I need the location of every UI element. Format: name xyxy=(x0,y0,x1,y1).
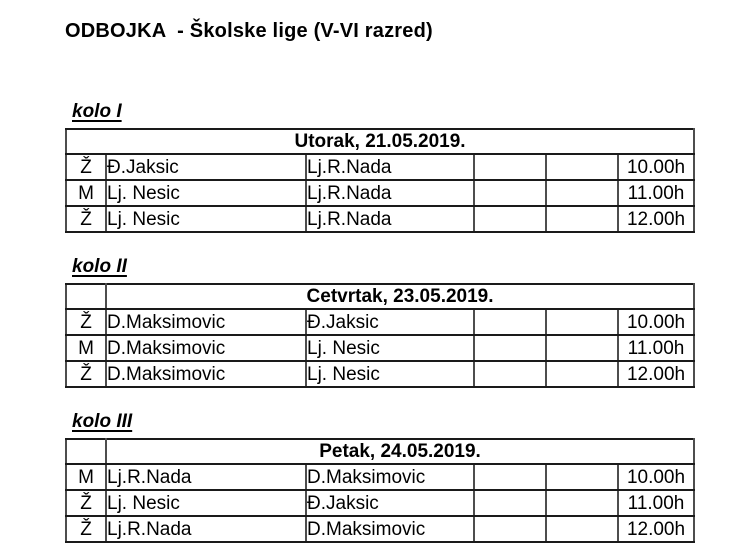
match-row: Ž Đ.Jaksic Lj.R.Nada 10.00h xyxy=(65,153,696,181)
empty-cell xyxy=(545,153,619,181)
empty-cell xyxy=(473,515,547,543)
category-cell: Ž xyxy=(65,360,107,388)
match-date: Petak, 24.05.2019. xyxy=(104,438,696,465)
match-row: M Lj.R.Nada D.Maksimovic 10.00h xyxy=(65,463,696,491)
date-row: Cetvrtak, 23.05.2019. xyxy=(65,283,696,310)
empty-cell xyxy=(545,360,619,388)
team1-cell: D.Maksimovic xyxy=(105,334,307,362)
team1-cell: Lj.R.Nada xyxy=(105,463,307,491)
time-cell: 10.00h xyxy=(616,308,696,336)
round-heading-3: kolo III xyxy=(72,411,133,432)
match-date: Utorak, 21.05.2019. xyxy=(64,128,696,155)
team2-cell: D.Maksimovic xyxy=(305,463,475,491)
team2-cell: Đ.Jaksic xyxy=(305,308,475,336)
round-heading-2: kolo II xyxy=(72,256,127,277)
round-section-2: kolo II Cetvrtak, 23.05.2019. Ž D.Maksim… xyxy=(65,257,745,388)
category-cell: Ž xyxy=(65,153,107,181)
team1-cell: Lj.R.Nada xyxy=(105,515,307,543)
category-cell: M xyxy=(65,179,107,207)
match-date: Cetvrtak, 23.05.2019. xyxy=(104,283,696,310)
category-cell: Ž xyxy=(65,308,107,336)
team2-cell: D.Maksimovic xyxy=(305,515,475,543)
time-cell: 10.00h xyxy=(616,153,696,181)
empty-cell xyxy=(473,179,547,207)
empty-cell xyxy=(473,334,547,362)
team2-cell: Lj. Nesic xyxy=(305,334,475,362)
time-cell: 12.00h xyxy=(616,360,696,388)
team2-cell: Lj.R.Nada xyxy=(305,179,475,207)
empty-cell xyxy=(473,153,547,181)
empty-cell xyxy=(473,308,547,336)
match-row: Ž Lj. Nesic Đ.Jaksic 11.00h xyxy=(65,489,696,517)
round-section-1: kolo I Utorak, 21.05.2019. Ž Đ.Jaksic Lj… xyxy=(64,101,745,233)
time-cell: 10.00h xyxy=(616,463,696,491)
empty-cell xyxy=(473,489,547,517)
empty-cell xyxy=(473,360,547,388)
category-cell: Ž xyxy=(65,515,107,543)
empty-cell xyxy=(545,179,619,207)
round-section-3: kolo III Petak, 24.05.2019. M Lj.R.Nada … xyxy=(65,412,745,543)
empty-cell xyxy=(545,489,619,517)
schedule-table-2: Cetvrtak, 23.05.2019. Ž D.Maksimovic Đ.J… xyxy=(65,283,696,388)
date-row: Petak, 24.05.2019. xyxy=(65,438,696,465)
schedule-table-3: Petak, 24.05.2019. M Lj.R.Nada D.Maksimo… xyxy=(65,438,696,543)
time-cell: 12.00h xyxy=(616,205,696,233)
match-row: Ž D.Maksimovic Lj. Nesic 12.00h xyxy=(65,360,696,388)
category-cell: M xyxy=(65,463,107,491)
time-cell: 12.00h xyxy=(616,515,696,543)
team1-cell: D.Maksimovic xyxy=(105,308,307,336)
date-row: Utorak, 21.05.2019. xyxy=(64,128,696,155)
team1-cell: Lj. Nesic xyxy=(105,205,307,233)
category-cell: M xyxy=(65,334,107,362)
page-title: ODBOJKA - Školske lige (V-VI razred) xyxy=(65,20,433,42)
empty-cell xyxy=(65,283,107,310)
match-row: Ž D.Maksimovic Đ.Jaksic 10.00h xyxy=(65,308,696,336)
category-cell: Ž xyxy=(65,489,107,517)
empty-cell xyxy=(545,334,619,362)
team2-cell: Đ.Jaksic xyxy=(305,489,475,517)
team2-cell: Lj.R.Nada xyxy=(305,153,475,181)
empty-cell xyxy=(473,205,547,233)
schedule-table-1: Utorak, 21.05.2019. Ž Đ.Jaksic Lj.R.Nada… xyxy=(64,128,696,233)
round-heading-1: kolo I xyxy=(72,101,122,122)
match-row: M Lj. Nesic Lj.R.Nada 11.00h xyxy=(65,179,696,207)
team2-cell: Lj. Nesic xyxy=(305,360,475,388)
team1-cell: D.Maksimovic xyxy=(105,360,307,388)
empty-cell xyxy=(473,463,547,491)
match-row: Ž Lj.R.Nada D.Maksimovic 12.00h xyxy=(65,515,696,543)
empty-cell xyxy=(65,438,107,465)
empty-cell xyxy=(545,515,619,543)
empty-cell xyxy=(545,205,619,233)
team1-cell: Lj. Nesic xyxy=(105,489,307,517)
empty-cell xyxy=(545,463,619,491)
time-cell: 11.00h xyxy=(616,489,696,517)
team2-cell: Lj.R.Nada xyxy=(305,205,475,233)
team1-cell: Đ.Jaksic xyxy=(105,153,307,181)
time-cell: 11.00h xyxy=(616,334,696,362)
team1-cell: Lj. Nesic xyxy=(105,179,307,207)
time-cell: 11.00h xyxy=(616,179,696,207)
match-row: M D.Maksimovic Lj. Nesic 11.00h xyxy=(65,334,696,362)
category-cell: Ž xyxy=(65,205,107,233)
empty-cell xyxy=(545,308,619,336)
match-row: Ž Lj. Nesic Lj.R.Nada 12.00h xyxy=(65,205,696,233)
